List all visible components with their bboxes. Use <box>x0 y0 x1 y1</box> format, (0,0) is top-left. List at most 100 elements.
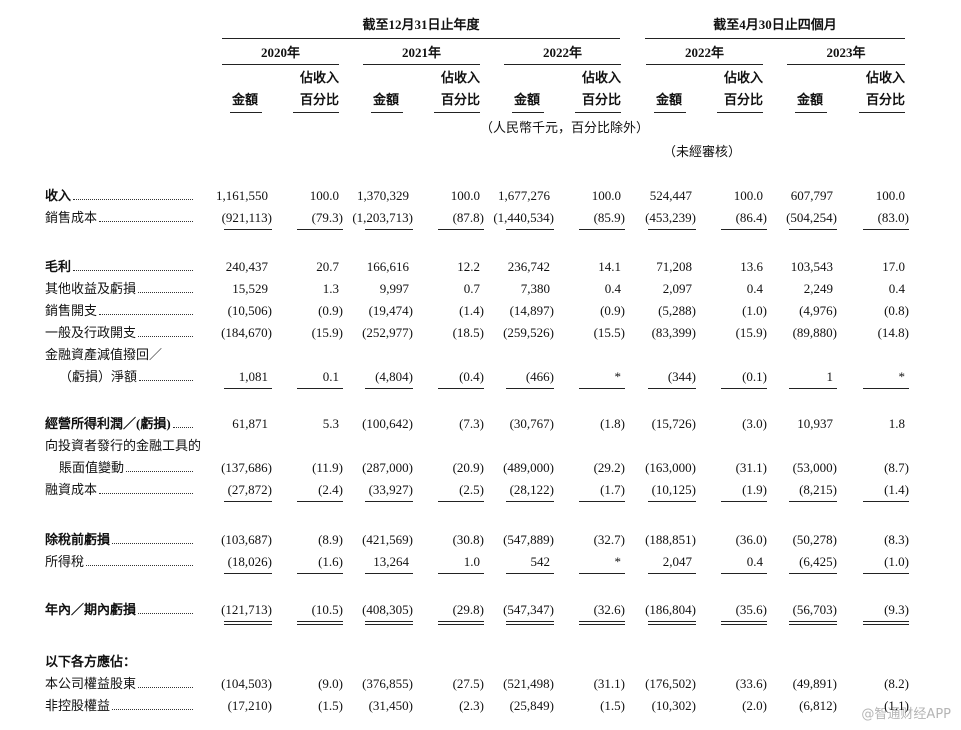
cell-value: (32.6) <box>593 602 625 617</box>
cell-value: (30.8) <box>452 532 484 547</box>
row-label: 以下各方應佔： <box>45 654 193 670</box>
underline <box>365 573 413 574</box>
underline <box>863 621 909 622</box>
cell-value: (7.3) <box>459 416 484 431</box>
cell-value: (89,880) <box>792 325 837 340</box>
underline <box>789 573 837 574</box>
cell-value: (15.9) <box>311 325 343 340</box>
underline <box>506 388 554 389</box>
cell-value: 103,543 <box>790 259 833 274</box>
cell-value: 13,264 <box>373 554 409 569</box>
row-label: 經營所得利潤／(虧損) <box>45 416 193 432</box>
underline <box>789 624 837 625</box>
cell-value: (1.7) <box>600 482 625 497</box>
cell-value: (1.9) <box>742 482 767 497</box>
rule <box>654 112 686 113</box>
cell-value: (252,977) <box>362 325 413 340</box>
cell-value: (287,000) <box>362 460 413 475</box>
rule <box>293 112 339 113</box>
leader <box>112 698 193 710</box>
rule <box>787 64 905 65</box>
underline <box>721 573 767 574</box>
underline <box>506 573 554 574</box>
row-label-text: 融資成本 <box>45 482 98 497</box>
rule <box>222 38 620 39</box>
cell-value: 14.1 <box>598 259 621 274</box>
cell-value: 1,677,276 <box>498 188 550 203</box>
cell-value: 0.1 <box>322 369 339 384</box>
cell-value: (1.8) <box>600 416 625 431</box>
cell-value: 1,370,329 <box>357 188 409 203</box>
year-header: 2023年 <box>826 45 866 60</box>
cell-value: (408,305) <box>362 602 413 617</box>
underline <box>438 501 484 502</box>
leader <box>172 416 193 428</box>
cell-value: 0.4 <box>746 554 763 569</box>
row-label-text: 銷售成本 <box>45 210 98 225</box>
cell-value: 13.6 <box>740 259 763 274</box>
cell-value: 9,997 <box>379 281 409 296</box>
underline <box>579 501 625 502</box>
rule <box>363 64 480 65</box>
cell-value: (18,026) <box>227 554 272 569</box>
cell-value: (10,302) <box>651 698 696 713</box>
pct-header: 佔收入 <box>865 70 905 85</box>
underline <box>365 388 413 389</box>
cell-value: (10.5) <box>311 602 343 617</box>
underline <box>365 621 413 622</box>
cell-value: (0.9) <box>600 303 625 318</box>
cell-value: 100.0 <box>733 188 763 203</box>
cell-value: (453,239) <box>645 210 696 225</box>
cell-value: 15,529 <box>232 281 268 296</box>
cell-value: (27.5) <box>452 676 484 691</box>
row-label: 本公司權益股東 <box>45 676 193 692</box>
row-label-text: 其他收益及虧損 <box>45 281 137 296</box>
underline <box>579 388 625 389</box>
cell-value: 61,871 <box>232 416 268 431</box>
rule <box>371 112 403 113</box>
cell-value: * <box>614 554 622 569</box>
unaudited-note: （未經審核） <box>662 144 741 159</box>
cell-value: (15.9) <box>735 325 767 340</box>
cell-value: 542 <box>530 554 551 569</box>
cell-value: (0.8) <box>884 303 909 318</box>
cell-value: (0.9) <box>318 303 343 318</box>
cell-value: 524,447 <box>649 188 692 203</box>
cell-value: (1,440,534) <box>493 210 554 225</box>
cell-value: (504,254) <box>786 210 837 225</box>
cell-value: 0.7 <box>463 281 480 296</box>
cell-value: (1.4) <box>884 482 909 497</box>
cell-value: (33,927) <box>368 482 413 497</box>
cell-value: (188,851) <box>645 532 696 547</box>
cell-value: 166,616 <box>366 259 409 274</box>
pct-header: 佔收入 <box>581 70 621 85</box>
cell-value: (259,526) <box>503 325 554 340</box>
row-label-text: 以下各方應佔： <box>45 654 137 669</box>
cell-value: (32.7) <box>593 532 625 547</box>
cell-value: (921,113) <box>221 210 272 225</box>
cell-value: 1 <box>826 369 834 384</box>
cell-value: (6,812) <box>799 698 837 713</box>
cell-value: (10,506) <box>227 303 272 318</box>
cell-value: (14.8) <box>877 325 909 340</box>
cell-value: (137,686) <box>221 460 272 475</box>
cell-value: (3.0) <box>742 416 767 431</box>
underline <box>648 624 696 625</box>
rule <box>717 112 763 113</box>
row-label-text: 賬面值變動 <box>59 460 125 475</box>
cell-value: (31,450) <box>368 698 413 713</box>
leader <box>138 281 193 293</box>
underline <box>438 621 484 622</box>
underline <box>863 624 909 625</box>
pct-header: 百分比 <box>581 92 621 107</box>
underline <box>506 621 554 622</box>
rule <box>859 112 905 113</box>
cell-value: (2.0) <box>742 698 767 713</box>
row-label-text: 銷售開支 <box>45 303 98 318</box>
cell-value: 12.2 <box>457 259 480 274</box>
cell-value: (100,642) <box>362 416 413 431</box>
cell-value: 10,937 <box>797 416 833 431</box>
row-label: 銷售開支 <box>45 303 193 319</box>
cell-value: (49,891) <box>792 676 837 691</box>
